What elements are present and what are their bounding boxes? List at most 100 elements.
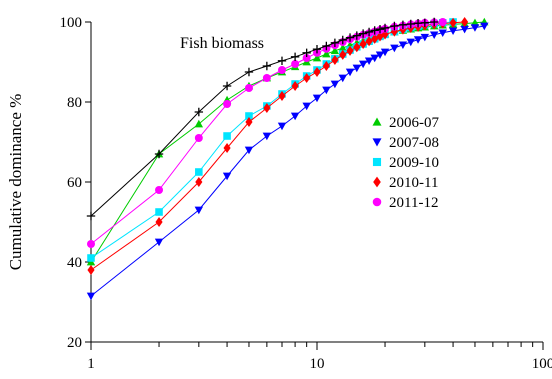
data-point: [278, 66, 286, 74]
data-point: [346, 45, 354, 56]
series-layer: [86, 16, 489, 301]
data-point: [87, 264, 95, 276]
data-point: [312, 94, 322, 103]
data-point: [290, 112, 300, 121]
data-point: [376, 31, 384, 42]
data-point: [262, 132, 272, 141]
data-point: [438, 29, 447, 37]
legend-label: 2009-10: [389, 155, 439, 171]
data-point: [223, 100, 232, 108]
data-point: [195, 176, 203, 188]
data-point: [461, 16, 469, 28]
data-point: [155, 216, 163, 228]
data-point: [372, 157, 382, 167]
data-point: [375, 25, 385, 34]
data-point: [330, 80, 340, 89]
data-point: [154, 149, 164, 159]
data-point: [245, 112, 253, 120]
data-point: [480, 22, 489, 31]
series-2011-12: [86, 17, 439, 221]
data-point: [438, 18, 447, 26]
legend-label: 2011-12: [389, 195, 438, 211]
data-point: [345, 33, 355, 42]
data-point: [353, 42, 361, 53]
data-point: [359, 38, 367, 50]
data-point: [358, 60, 368, 69]
data-point: [244, 84, 253, 92]
data-point: [370, 26, 379, 35]
data-point: [338, 35, 347, 45]
data-point: [194, 119, 204, 128]
data-point: [245, 116, 253, 128]
data-point: [398, 41, 408, 49]
data-point: [262, 61, 272, 71]
data-point: [244, 67, 254, 77]
series-2007-08: [86, 22, 489, 301]
data-point: [390, 21, 399, 31]
data-point: [380, 48, 390, 57]
data-point: [291, 60, 300, 68]
data-point: [398, 20, 408, 29]
data-point: [87, 254, 95, 262]
data-point: [330, 38, 340, 47]
x-tick-label: 1: [87, 356, 95, 372]
data-point: [303, 72, 311, 84]
data-point: [195, 168, 203, 176]
legend-item: 2010-11: [373, 175, 438, 191]
data-point: [429, 17, 439, 27]
data-point: [223, 142, 231, 154]
data-point: [373, 176, 381, 188]
data-point: [338, 43, 347, 52]
data-point: [313, 66, 321, 78]
series-2010-11: [87, 16, 469, 276]
data-point: [345, 68, 355, 77]
data-point: [364, 27, 374, 37]
x-tick-label: 100: [532, 356, 552, 372]
data-point: [290, 52, 300, 61]
data-point: [322, 60, 330, 72]
data-point: [312, 53, 322, 62]
data-point: [194, 134, 203, 142]
legend: 2006-07 2007-08 2009-10 2010-11 2011-12: [372, 115, 439, 211]
data-point: [365, 36, 373, 47]
data-point: [413, 36, 423, 44]
data-point: [277, 56, 287, 65]
data-point: [460, 25, 469, 34]
chart-title: Fish biomass: [180, 35, 264, 52]
data-point: [420, 18, 430, 27]
data-point: [372, 117, 382, 126]
data-point: [222, 81, 232, 91]
data-point: [352, 31, 361, 40]
data-point: [330, 46, 340, 55]
y-tick-label: 60: [67, 175, 82, 191]
x-tick-label: 10: [310, 356, 325, 372]
data-point: [194, 107, 204, 117]
data-point: [338, 74, 347, 83]
legend-item: 2006-07: [372, 115, 439, 131]
data-point: [194, 206, 204, 215]
data-point: [277, 122, 287, 131]
data-point: [371, 33, 379, 44]
data-point: [155, 186, 164, 194]
data-point: [302, 54, 311, 62]
data-point: [244, 146, 254, 155]
data-point: [331, 54, 339, 66]
data-point: [364, 57, 374, 65]
axes: 20 40 60 80 100 1 10 100: [60, 15, 552, 372]
data-point: [278, 90, 286, 102]
data-point: [322, 41, 331, 51]
legend-item: 2009-10: [372, 155, 439, 171]
data-point: [263, 102, 271, 114]
data-point: [470, 24, 480, 32]
data-point: [312, 45, 322, 54]
data-point: [322, 49, 331, 58]
data-point: [302, 48, 311, 57]
data-point: [358, 29, 368, 38]
data-point: [449, 17, 457, 28]
data-point: [222, 172, 232, 181]
data-point: [87, 240, 95, 248]
legend-label: 2010-11: [389, 175, 438, 191]
data-point: [406, 19, 415, 29]
data-point: [86, 211, 96, 221]
